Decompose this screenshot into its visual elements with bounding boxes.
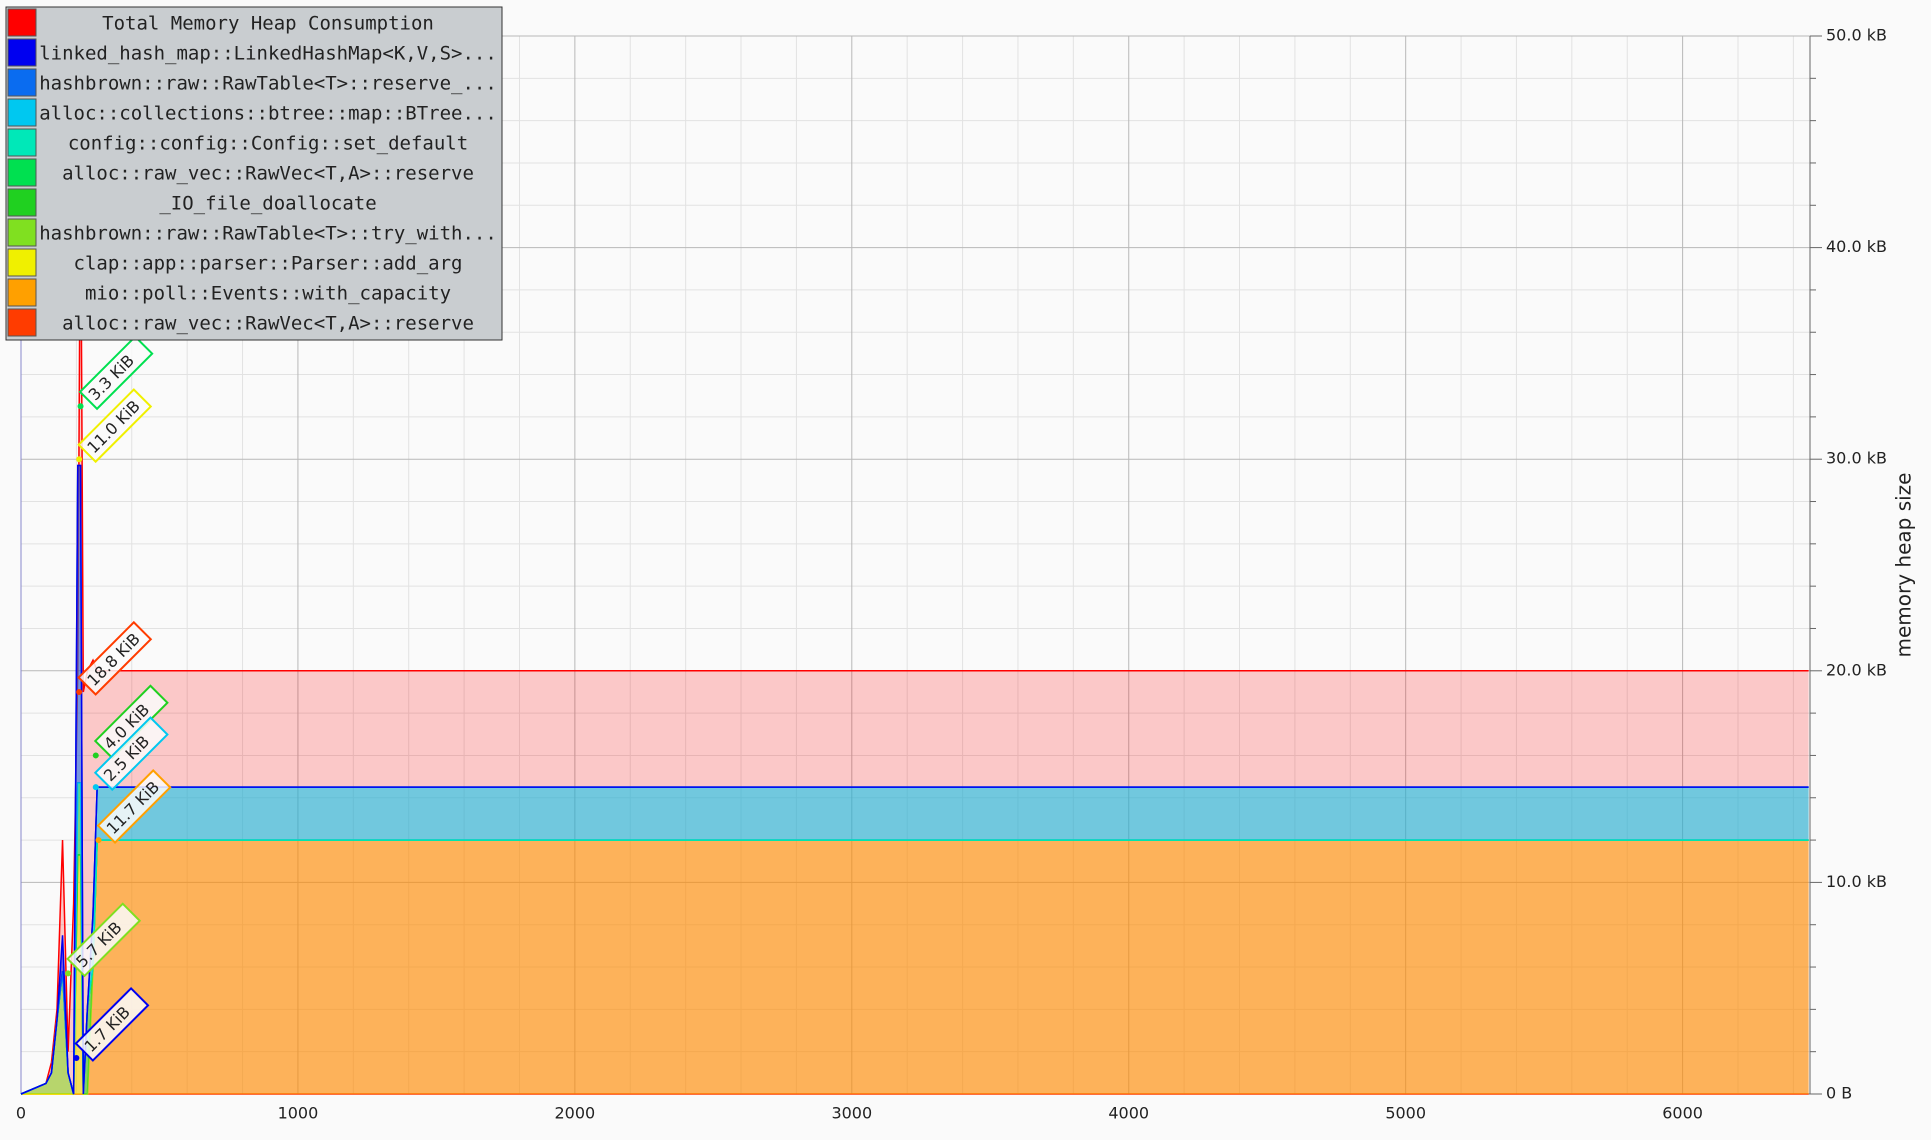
legend-label: Total Memory Heap Consumption	[102, 13, 434, 35]
legend-swatch	[7, 158, 37, 187]
legend-swatch	[7, 188, 37, 217]
annotation-dot	[73, 1055, 80, 1062]
annotation-dot	[77, 403, 84, 410]
x-tick-label: 6000	[1662, 1104, 1703, 1123]
annotation-dot	[92, 784, 99, 791]
legend-swatch	[7, 8, 37, 37]
legend-label: alloc::collections::btree::map::BTree...	[39, 103, 497, 125]
legend-swatch	[7, 308, 37, 337]
legend-label: mio::poll::Events::with_capacity	[85, 283, 451, 305]
series-area	[21, 840, 1809, 1094]
annotation-dot	[76, 456, 83, 463]
x-tick-label: 5000	[1385, 1104, 1426, 1123]
legend-swatch	[7, 98, 37, 127]
x-tick-label: 4000	[1108, 1104, 1149, 1123]
y-tick-label: 0 B	[1826, 1084, 1852, 1103]
y-tick-label: 20.0 kB	[1826, 660, 1887, 679]
y-tick-label: 10.0 kB	[1826, 872, 1887, 891]
legend-label: hashbrown::raw::RawTable<T>::try_with...	[39, 223, 497, 245]
annotation-box	[66, 902, 142, 978]
x-tick-label: 1000	[278, 1104, 319, 1123]
series-line	[20, 464, 1809, 1095]
y-tick-label: 50.0 kB	[1826, 26, 1887, 45]
legend-label: hashbrown::raw::RawTable<T>::reserve_...	[39, 73, 497, 95]
annotation-dot	[76, 688, 83, 695]
legend-label: clap::app::parser::Parser::add_arg	[74, 253, 463, 275]
y-tick-label: 30.0 kB	[1826, 449, 1887, 468]
legend-label: config::config::Config::set_default	[68, 133, 468, 155]
legend-swatch	[7, 128, 37, 157]
annotation-box	[78, 335, 154, 411]
annotation-box	[77, 620, 153, 696]
legend-label: alloc::raw_vec::RawVec<T,A>::reserve	[62, 163, 474, 185]
legend-swatch	[7, 38, 37, 67]
legend-label: linked_hash_map::LinkedHashMap<K,V,S>...	[39, 43, 497, 65]
legend-swatch	[7, 278, 37, 307]
annotation-box	[96, 769, 172, 844]
annotation-box	[74, 986, 150, 1062]
annotation-dot	[92, 752, 99, 759]
y-tick-label: 40.0 kB	[1826, 237, 1887, 256]
annotation-box	[93, 716, 169, 792]
legend: Total Memory Heap Consumption linked_hash…	[5, 6, 503, 341]
x-tick-label: 3000	[831, 1104, 872, 1123]
series-area	[21, 782, 1809, 1094]
annotation-box	[77, 388, 153, 464]
annotation-dot	[65, 970, 72, 977]
legend-label: alloc::raw_vec::RawVec<T,A>::reserve	[62, 313, 474, 335]
annotation-dot	[95, 837, 102, 844]
legend-swatch	[7, 68, 37, 97]
y-axis-title: memory heap size	[1892, 473, 1916, 658]
x-tick-label: 2000	[555, 1104, 596, 1123]
legend-swatch	[7, 248, 37, 277]
legend-label: _IO_file_doallocate	[159, 193, 376, 215]
legend-box	[5, 6, 503, 341]
legend-swatch	[7, 218, 37, 247]
x-tick-label: 0	[16, 1104, 26, 1123]
